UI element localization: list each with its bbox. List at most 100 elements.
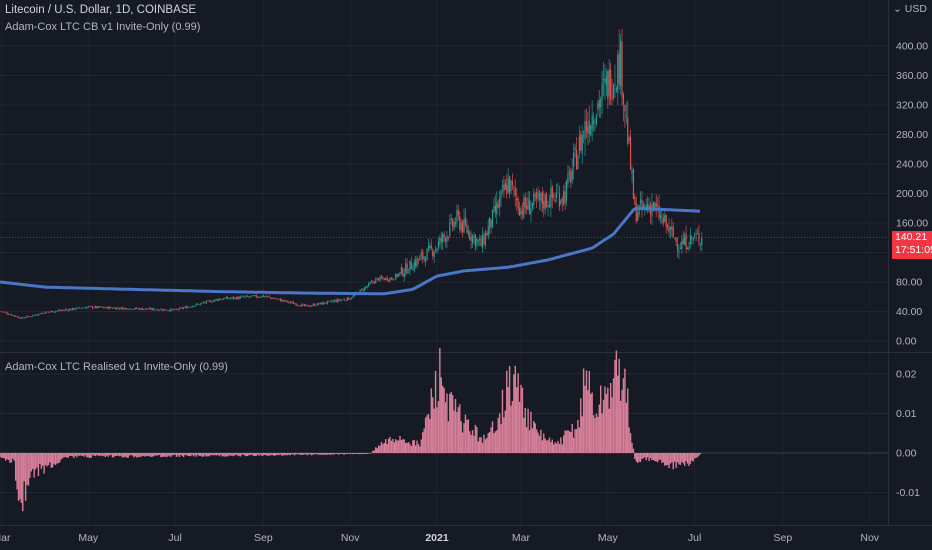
candle-body: [34, 314, 37, 316]
realised-bar: [349, 453, 351, 455]
realised-bar: [619, 400, 622, 453]
realised-bar: [86, 453, 88, 458]
realised-bar: [167, 453, 169, 457]
realised-bar: [197, 453, 199, 455]
candle-body: [7, 314, 10, 315]
indicator-sub-label[interactable]: Adam-Cox LTC Realised v1 Invite-Only (0.…: [5, 361, 228, 373]
realised-bar: [553, 444, 555, 453]
realised-bar: [104, 453, 107, 457]
realised-bar: [228, 453, 230, 456]
realised-bar: [174, 453, 176, 455]
candle-body: [130, 308, 132, 310]
candle-body: [457, 210, 459, 216]
candle-body: [503, 184, 505, 192]
realised-bar: [165, 453, 168, 458]
realised-bar: [675, 453, 677, 468]
candle-body: [363, 287, 366, 292]
realised-bar: [155, 453, 158, 456]
price-scale-settings[interactable]: ⌄ USD: [893, 3, 927, 15]
candle-body: [483, 235, 485, 245]
candle-body: [25, 317, 27, 319]
candle-body: [386, 277, 388, 281]
candle-body: [177, 309, 179, 311]
realised-bar: [360, 453, 363, 455]
realised-bar: [518, 401, 521, 453]
realised-bar: [395, 439, 397, 453]
candle-body: [612, 85, 615, 99]
candle-body: [127, 309, 129, 311]
candle-body: [164, 308, 166, 311]
realised-bar: [464, 414, 467, 453]
candle-body: [521, 211, 524, 215]
candle-body: [514, 188, 516, 196]
realised-bar: [652, 453, 655, 460]
candle-body: [385, 277, 387, 280]
candle-body: [456, 209, 458, 222]
realised-bar: [130, 453, 132, 456]
realised-bar: [275, 453, 277, 456]
realised-bar: [578, 427, 581, 453]
candle-body: [419, 256, 421, 261]
candle-body: [632, 170, 635, 199]
realised-bar: [535, 429, 538, 453]
candle-body: [696, 233, 699, 234]
candle-body: [101, 306, 104, 308]
realised-bar: [665, 453, 667, 466]
candle-body: [453, 221, 455, 229]
candle-body: [124, 308, 126, 309]
candle-body: [647, 204, 649, 209]
candle-body: [551, 186, 553, 198]
candle-body: [292, 301, 294, 304]
realised-bar: [326, 453, 329, 455]
realised-bar: [87, 453, 89, 458]
realised-bar: [256, 453, 259, 455]
realised-bar: [501, 389, 504, 453]
realised-bar: [491, 421, 494, 453]
candle-body: [373, 281, 375, 283]
realised-bar: [36, 453, 38, 468]
realised-bar: [184, 453, 186, 456]
candle-body: [312, 304, 314, 306]
realised-bar: [507, 387, 509, 453]
candle-body: [611, 97, 613, 98]
price-tick-label: 400.00: [896, 41, 928, 53]
realised-bar: [281, 453, 283, 456]
last-price: 140.21: [895, 231, 928, 243]
candle-body: [275, 298, 277, 300]
realised-bar: [461, 432, 464, 453]
candle-body: [329, 300, 331, 302]
realised-bar: [513, 374, 515, 453]
realised-bar: [175, 453, 178, 457]
candle-body: [662, 217, 664, 224]
realised-bar: [192, 453, 195, 457]
realised-bar: [224, 453, 226, 457]
candle-body: [486, 233, 488, 236]
indicator-main-label[interactable]: Adam-Cox LTC CB v1 Invite-Only (0.99): [5, 21, 201, 33]
realised-bar: [646, 453, 649, 458]
candle-body: [378, 278, 380, 281]
realised-bar: [321, 453, 323, 455]
candle-body: [570, 171, 572, 183]
time-tick-label: Jul: [688, 532, 701, 544]
realised-bar: [430, 388, 433, 453]
realised-bar: [13, 453, 15, 461]
price-tick-label: 160.00: [896, 218, 928, 230]
candle-body: [346, 297, 348, 301]
candle-body: [692, 238, 694, 241]
candle-body: [427, 245, 430, 250]
candle-body: [610, 69, 612, 101]
realised-bar: [271, 453, 273, 456]
realised-bar: [185, 453, 188, 456]
realised-bar: [397, 440, 400, 453]
candle-body: [463, 218, 465, 233]
realised-bar: [154, 453, 156, 456]
candle-body: [0, 311, 1, 313]
candle-body: [362, 289, 364, 291]
candle-body: [530, 207, 532, 215]
candle-body: [417, 258, 420, 261]
realised-bar: [658, 453, 660, 460]
realised-bar: [255, 453, 257, 456]
candle-body: [376, 277, 378, 279]
realised-bar: [191, 453, 193, 455]
